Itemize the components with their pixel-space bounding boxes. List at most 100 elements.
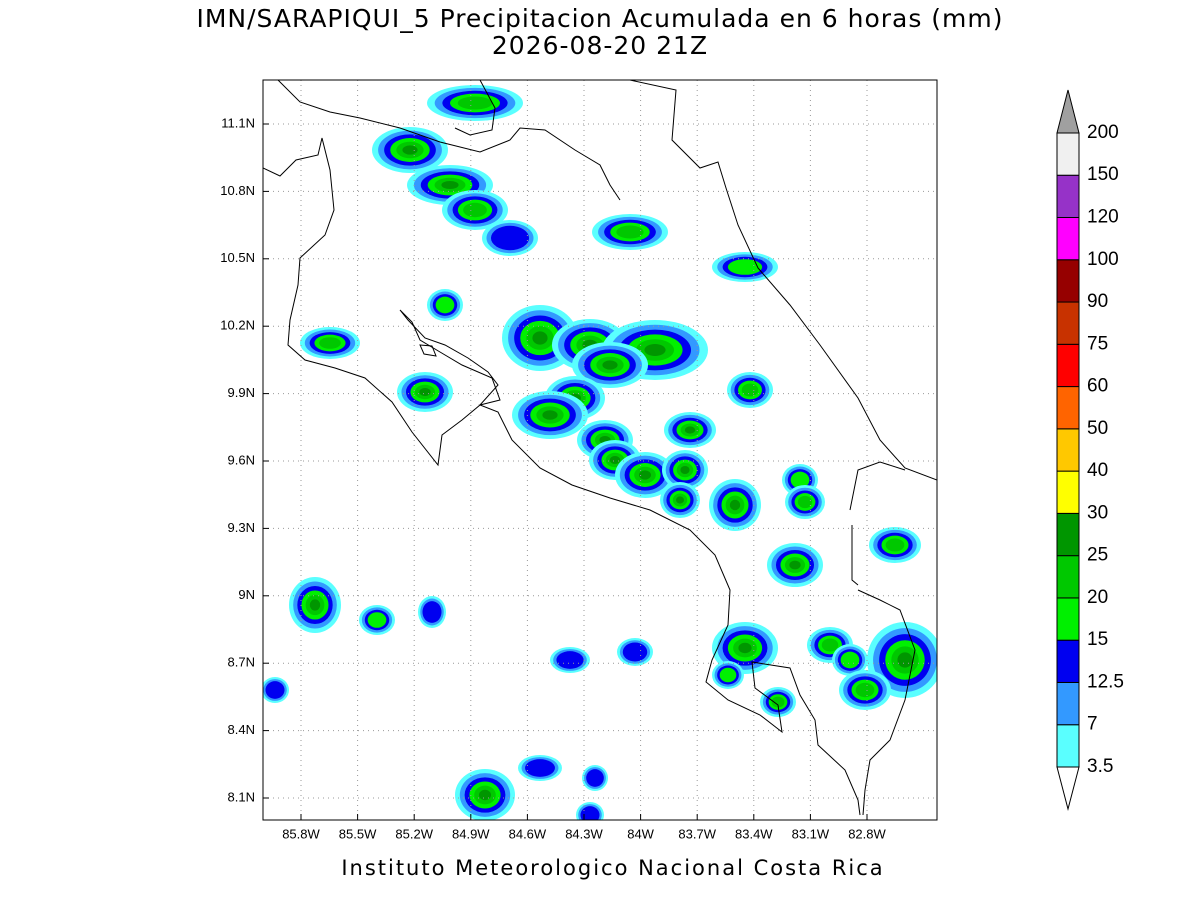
axis-labels: 11.1N 10.8N 10.5N 10.2N 9.9N 9.6N 9.3N 9N 8.7N 8.… xyxy=(220,115,886,841)
precip-contour xyxy=(542,410,558,420)
precip-contour xyxy=(367,612,387,628)
precip-contour xyxy=(680,466,690,474)
colorbar-label: 12.5 xyxy=(1087,671,1124,692)
precip-contour xyxy=(644,344,666,356)
colorbar-box xyxy=(1056,386,1080,430)
lon-label: 84W xyxy=(627,826,654,841)
lon-label: 83.4W xyxy=(735,826,773,841)
gulf-shore xyxy=(419,344,437,357)
precip-contour xyxy=(609,456,621,464)
subtitle-line: 2026-08-20 21Z xyxy=(492,31,708,60)
precip-contour xyxy=(441,181,459,189)
colorbar-label: 40 xyxy=(1087,460,1108,481)
precip-contour xyxy=(790,471,810,489)
map-frame xyxy=(262,79,938,821)
precip-contour xyxy=(789,560,801,570)
precip-contour xyxy=(622,642,648,662)
lon-label: 85.8W xyxy=(282,826,320,841)
border xyxy=(849,461,906,586)
colorbar-label: 50 xyxy=(1087,418,1108,439)
colorbar-box xyxy=(1056,639,1080,683)
colorbar-below xyxy=(1056,766,1080,811)
lon-label: 84.6W xyxy=(509,826,547,841)
colorbar-label: 120 xyxy=(1087,207,1119,228)
grid xyxy=(263,80,937,820)
coastline xyxy=(857,589,916,816)
lat-label: 9N xyxy=(238,587,255,602)
colorbar-box xyxy=(1056,724,1080,768)
precip-contour xyxy=(741,383,759,397)
colorbar-box xyxy=(1056,512,1080,557)
lat-label: 10.5N xyxy=(220,250,255,265)
precip-contour xyxy=(525,759,555,777)
precip-contour xyxy=(309,599,321,611)
footer: Instituto Meteorologico Nacional Costa R… xyxy=(341,856,884,880)
precip-contour xyxy=(639,470,651,480)
precip-contour xyxy=(586,769,604,787)
colorbar-box xyxy=(1056,555,1080,599)
lon-label: 82.8W xyxy=(848,826,886,841)
precipitation-field xyxy=(263,85,937,820)
colorbar-box xyxy=(1056,470,1080,514)
precip-contour xyxy=(897,652,913,668)
colorbar-box xyxy=(1056,428,1080,472)
lon-label: 85.5W xyxy=(339,826,377,841)
colorbar-label: 90 xyxy=(1087,291,1108,312)
precip-contour xyxy=(265,681,285,699)
precip-contour xyxy=(580,806,600,820)
coastlines xyxy=(263,80,937,816)
precip-contour xyxy=(885,538,905,552)
lake-shore xyxy=(454,80,496,136)
lat-label: 10.2N xyxy=(220,318,255,333)
precip-contour xyxy=(556,651,584,669)
lon-label: 83.1W xyxy=(792,826,830,841)
colorbar-label: 7 xyxy=(1087,714,1098,735)
lat-label: 9.9N xyxy=(228,385,255,400)
colorbar-label: 150 xyxy=(1087,164,1119,185)
colorbar-box xyxy=(1056,301,1080,345)
title-line: IMN/SARAPIQUI_5 Precipitacion Acumulada … xyxy=(196,4,1003,33)
precip-contour xyxy=(419,388,431,396)
lat-label: 8.1N xyxy=(228,789,255,804)
precip-contour xyxy=(319,337,341,349)
lat-label: 10.8N xyxy=(220,183,255,198)
precip-contour xyxy=(422,601,442,623)
precip-contour xyxy=(719,667,737,683)
precip-contour xyxy=(821,638,839,652)
colorbar-box xyxy=(1056,259,1080,303)
precip-contour xyxy=(797,495,813,509)
lon-label: 84.9W xyxy=(452,826,490,841)
coastline xyxy=(277,80,621,201)
colorbar-box xyxy=(1056,174,1080,218)
precip-contour xyxy=(463,202,487,218)
precip-contour xyxy=(840,651,860,669)
precip-contour xyxy=(738,642,752,654)
colorbar-box xyxy=(1056,597,1080,641)
colorbar-above xyxy=(1056,89,1080,134)
lat-label: 9.6N xyxy=(228,452,255,467)
lat-label: 9.3N xyxy=(228,520,255,535)
colorbar-box xyxy=(1056,132,1080,176)
precip-contour xyxy=(771,696,785,708)
precip-contour xyxy=(602,360,618,370)
lon-label: 85.2W xyxy=(395,826,433,841)
precip-contour xyxy=(684,426,696,434)
precip-contour xyxy=(435,296,455,314)
precip-contour xyxy=(532,331,548,345)
coastline xyxy=(629,80,937,481)
lon-label: 84.3W xyxy=(565,826,603,841)
precip-contour xyxy=(479,789,491,801)
colorbar-box xyxy=(1056,343,1080,388)
colorbar-label: 3.5 xyxy=(1087,756,1113,777)
lat-label: 8.4N xyxy=(228,722,255,737)
colorbar-label: 15 xyxy=(1087,629,1108,650)
lat-label: 8.7N xyxy=(228,655,255,670)
colorbar-label: 200 xyxy=(1087,122,1119,143)
colorbar-label: 100 xyxy=(1087,249,1119,270)
colorbar-label: 75 xyxy=(1087,333,1108,354)
precip-contour xyxy=(402,145,418,155)
precip-contour xyxy=(457,96,493,110)
precip-contour xyxy=(855,682,875,698)
lon-label: 83.7W xyxy=(678,826,716,841)
